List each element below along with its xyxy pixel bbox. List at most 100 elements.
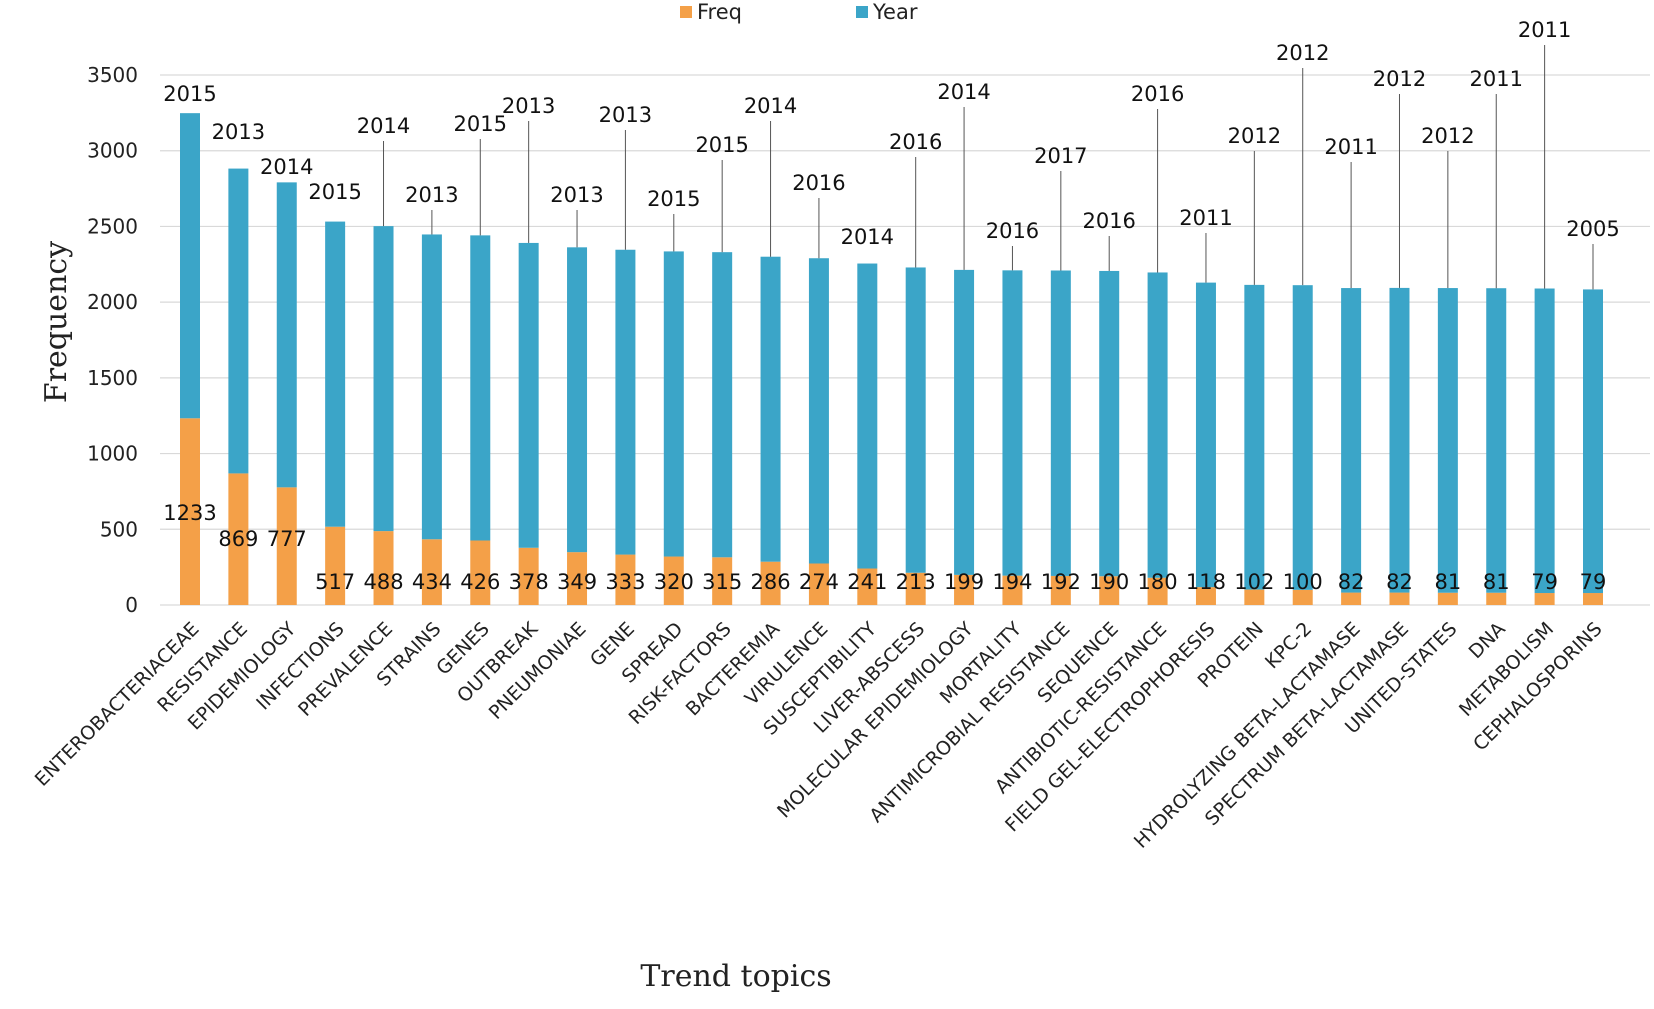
- bar-freq: [905, 572, 926, 605]
- bar-freq: [470, 540, 491, 605]
- data-label-freq: 315: [702, 570, 742, 594]
- data-label-year: 2013: [599, 103, 652, 127]
- bar-freq: [760, 561, 781, 605]
- y-tick-label: 3500: [87, 63, 138, 87]
- legend-label: Year: [872, 0, 918, 24]
- data-label-year: 2014: [260, 155, 313, 179]
- bar-year: [1002, 270, 1023, 576]
- data-label-freq: 199: [944, 570, 984, 594]
- y-tick-label: 0: [125, 593, 138, 617]
- bar-freq: [567, 552, 588, 605]
- bar-year: [1195, 282, 1216, 588]
- data-label-freq: 488: [363, 570, 403, 594]
- bar-freq: [712, 557, 733, 605]
- data-label-freq: 869: [218, 527, 258, 551]
- data-label-freq: 194: [992, 570, 1032, 594]
- bar-freq: [1099, 576, 1120, 605]
- y-tick-label: 500: [100, 517, 138, 541]
- data-label-year: 2015: [454, 112, 507, 136]
- bar-year: [760, 256, 781, 562]
- data-label-freq: 79: [1580, 570, 1607, 594]
- data-label-freq: 102: [1234, 570, 1274, 594]
- data-label-freq: 241: [847, 570, 887, 594]
- y-axis-ticks: 0 500 1000 1500 2000 2500 3000 3500: [87, 63, 138, 617]
- bars: [180, 113, 1603, 605]
- data-label-year: 2014: [841, 225, 894, 249]
- bar-freq: [1002, 575, 1023, 605]
- bar-freq: [1486, 592, 1507, 605]
- data-label-freq: 320: [654, 570, 694, 594]
- y-tick-label: 2500: [87, 214, 138, 238]
- bar-year: [180, 113, 200, 419]
- data-label-freq: 274: [799, 570, 839, 594]
- data-label-year: 2016: [1131, 82, 1184, 106]
- bar-year: [1583, 289, 1603, 594]
- x-axis-label: Trend topics: [640, 959, 831, 994]
- data-label-freq: 81: [1434, 570, 1461, 594]
- bar-freq: [1437, 592, 1458, 605]
- legend: Freq Year: [680, 0, 918, 24]
- bar-year: [857, 263, 878, 569]
- data-label-year: 2012: [1276, 41, 1329, 65]
- bar-freq: [1341, 592, 1362, 605]
- y-tick-label: 1500: [87, 366, 138, 390]
- bar-freq: [276, 487, 297, 605]
- data-label-year: 2016: [986, 219, 1039, 243]
- data-label-year: 2014: [937, 80, 990, 104]
- leader-lines: [383, 45, 1594, 290]
- y-tick-label: 1000: [87, 442, 138, 466]
- bar-year: [1341, 288, 1362, 593]
- bar-freq: [1195, 587, 1216, 605]
- data-label-year: 2011: [1470, 67, 1523, 91]
- bar-year: [325, 221, 346, 527]
- bar-year: [1534, 288, 1555, 594]
- bar-year: [1389, 287, 1410, 593]
- data-label-freq: 333: [605, 570, 645, 594]
- data-label-freq: 82: [1338, 570, 1365, 594]
- bar-year: [954, 269, 975, 575]
- bar-year: [567, 247, 588, 553]
- data-label-year: 2014: [357, 114, 410, 138]
- bar-year: [470, 235, 491, 541]
- data-label-year: 2016: [792, 171, 845, 195]
- bar-year: [712, 252, 733, 558]
- data-label-year: 2005: [1566, 217, 1619, 241]
- bar-freq: [518, 547, 539, 605]
- data-label-freq: 82: [1386, 570, 1413, 594]
- data-labels: 1233 2015 869 2013 777 2014 517 2015 488 2014 434 2…: [163, 18, 1619, 594]
- x-axis-categories: ENTEROBACTERIACEAERESISTANCEEPIDEMIOLOGY…: [31, 618, 1607, 853]
- data-label-freq: 192: [1041, 570, 1081, 594]
- bar-freq: [1292, 589, 1313, 605]
- bar-freq: [1534, 593, 1555, 605]
- bar-freq: [180, 418, 200, 605]
- bar-year: [663, 251, 684, 557]
- data-label-year: 2015: [163, 82, 216, 106]
- data-label-year: 2015: [647, 187, 700, 211]
- data-label-year: 2014: [744, 94, 797, 118]
- data-label-year: 2016: [889, 130, 942, 154]
- bar-year: [1147, 272, 1168, 578]
- bar-freq: [615, 554, 636, 605]
- data-label-year: 2013: [405, 183, 458, 207]
- bar-freq: [1583, 593, 1603, 605]
- data-label-freq: 378: [509, 570, 549, 594]
- data-label-freq: 434: [412, 570, 452, 594]
- data-label-year: 2012: [1421, 124, 1474, 148]
- bar-year: [276, 182, 297, 488]
- bar-freq: [1050, 575, 1071, 605]
- data-label-freq: 190: [1089, 570, 1129, 594]
- data-label-year: 2011: [1518, 18, 1571, 42]
- legend-swatch: [680, 6, 692, 18]
- y-tick-label: 2000: [87, 290, 138, 314]
- bar-year: [228, 168, 249, 474]
- bar-year: [1437, 288, 1458, 593]
- data-label-freq: 118: [1186, 570, 1226, 594]
- bar-freq: [1244, 589, 1265, 605]
- data-label-freq: 286: [751, 570, 791, 594]
- y-tick-label: 3000: [87, 139, 138, 163]
- bar-year: [1050, 270, 1071, 576]
- bar-freq: [857, 568, 878, 605]
- y-axis-label: Frequency: [39, 241, 74, 403]
- data-label-year: 2015: [308, 180, 361, 204]
